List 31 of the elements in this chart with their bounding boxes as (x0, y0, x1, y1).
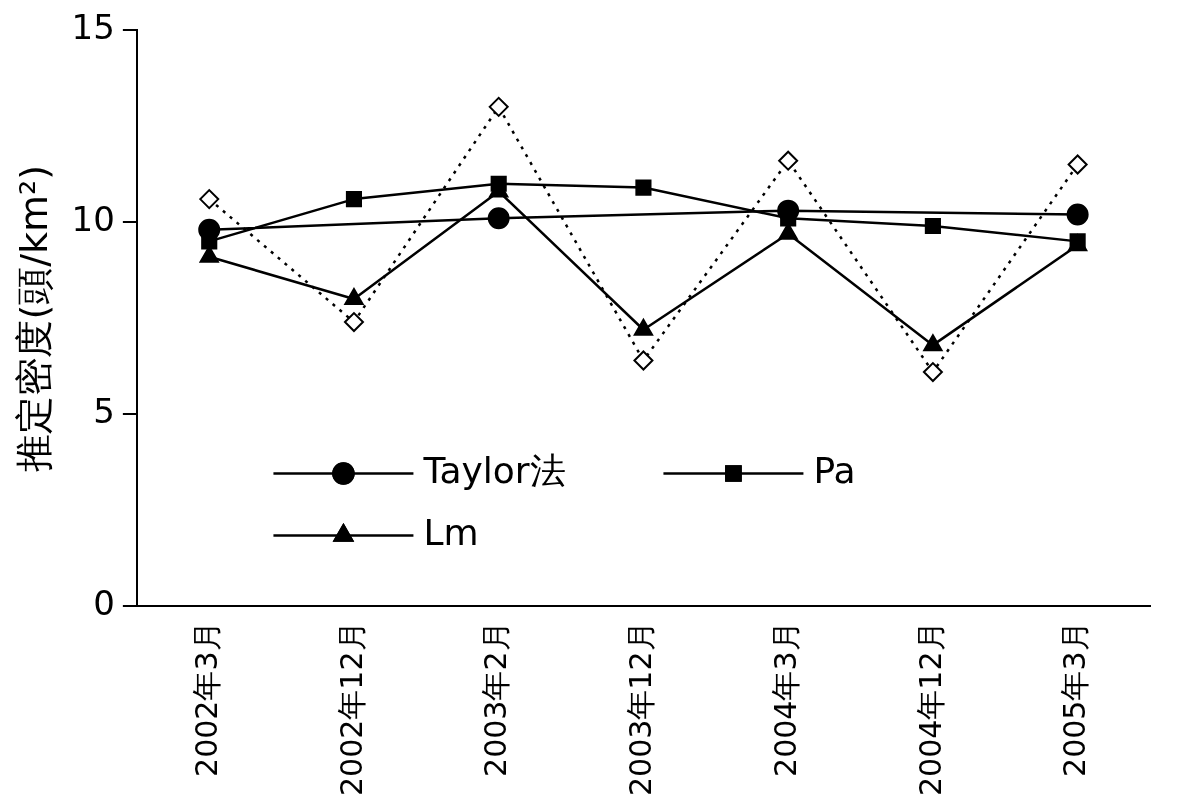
point (198, 218, 221, 241)
point (345, 191, 363, 208)
y-tick-label: 10 (71, 198, 115, 239)
point (488, 96, 509, 117)
x-tick-label: 2004年3月 (767, 621, 803, 777)
point (199, 189, 220, 210)
point (344, 288, 364, 306)
x-tick-label: 2002年12月 (333, 621, 369, 797)
y-tick-label: 5 (93, 391, 115, 432)
legend-label: Taylor法 (422, 449, 566, 491)
point (487, 207, 510, 230)
point (778, 150, 799, 171)
point (922, 362, 943, 383)
point (490, 175, 507, 192)
x-tick-label: 2005年3月 (1057, 621, 1093, 777)
point (635, 179, 652, 196)
y-tick-label: 0 (93, 583, 115, 624)
legend-label: Pa (813, 449, 856, 491)
point (343, 312, 364, 333)
x-tick-label: 2004年12月 (912, 621, 948, 797)
point (924, 217, 941, 235)
y-axis-title: 推定密度(頭/km²) (11, 164, 56, 472)
point (1066, 203, 1089, 226)
point (1067, 154, 1088, 175)
point (633, 350, 654, 371)
point (777, 199, 800, 222)
legend-label: Lm (423, 511, 479, 553)
x-tick-label: 2002年3月 (189, 621, 225, 777)
x-tick-label: 2003年12月 (623, 621, 659, 797)
y-tick-label: 15 (71, 6, 115, 47)
x-tick-label: 2003年2月 (478, 621, 514, 777)
